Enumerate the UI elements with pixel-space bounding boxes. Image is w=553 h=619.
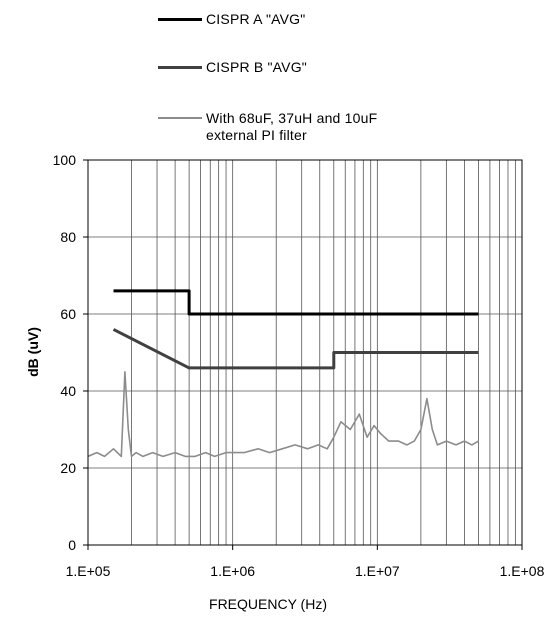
x-tick-labels: 1.E+05 1.E+06 1.E+07 1.E+08 [66, 545, 545, 579]
legend-label: CISPR B "AVG" [206, 59, 307, 75]
grid [88, 160, 522, 545]
x-axis-title: FREQUENCY (Hz) [209, 596, 327, 612]
plot-frame [87, 159, 523, 546]
x-tick-label: 1.E+05 [66, 563, 111, 579]
legend-item-cispr-b: CISPR B "AVG" [158, 59, 307, 76]
series-line-cispr-a [113, 289, 479, 316]
legend-swatch [158, 117, 202, 119]
y-axis-title: dB (uV) [25, 327, 41, 377]
y-tick-labels: 0 20 40 60 80 100 [53, 152, 88, 553]
legend-swatch [158, 18, 202, 21]
y-tick-label: 80 [60, 229, 76, 245]
y-tick-label: 60 [60, 306, 76, 322]
legend-item-pi-filter: With 68uF, 37uH and 10uF external PI fil… [158, 110, 416, 144]
series-line-pi-filter [87, 370, 479, 458]
series-layer [87, 289, 479, 458]
x-tick-label: 1.E+06 [210, 563, 255, 579]
legend-label: With 68uF, 37uH and 10uF external PI fil… [206, 110, 378, 143]
legend-item-cispr-a: CISPR A "AVG" [158, 11, 305, 28]
x-tick-label: 1.E+08 [500, 563, 545, 579]
series-line-cispr-b [112, 328, 479, 370]
x-tick-label: 1.E+07 [355, 563, 400, 579]
legend-swatch [158, 66, 202, 69]
y-tick-label: 100 [53, 152, 77, 168]
y-tick-label: 40 [60, 383, 76, 399]
legend-label: CISPR A "AVG" [206, 11, 306, 27]
y-tick-label: 20 [60, 460, 76, 476]
y-tick-label: 0 [68, 537, 76, 553]
